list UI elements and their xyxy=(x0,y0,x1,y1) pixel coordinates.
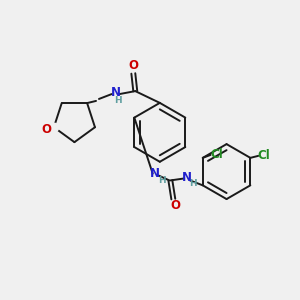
Text: N: N xyxy=(182,171,192,184)
Text: O: O xyxy=(170,200,180,212)
Text: Cl: Cl xyxy=(210,148,223,161)
Text: O: O xyxy=(128,59,138,72)
Text: Cl: Cl xyxy=(258,149,271,162)
Text: O: O xyxy=(41,123,51,136)
Text: H: H xyxy=(158,176,165,185)
Text: N: N xyxy=(111,85,121,99)
Text: H: H xyxy=(114,96,122,105)
Text: N: N xyxy=(150,167,160,180)
Text: H: H xyxy=(189,179,197,188)
